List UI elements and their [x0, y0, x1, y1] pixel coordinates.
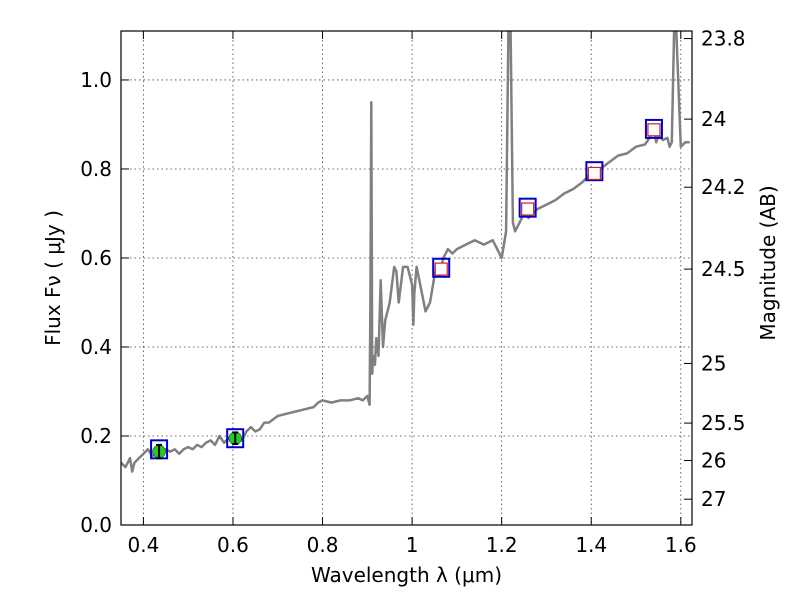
y2-tick-label: 24.2	[701, 175, 746, 199]
y-tick-label: 0.4	[80, 335, 112, 359]
x-tick-label: 1.2	[486, 533, 518, 557]
model-photometry-point	[226, 428, 245, 449]
y2-tick-label: 26	[701, 448, 726, 472]
model-photometry-point	[518, 197, 537, 218]
y-tick-label: 0.6	[80, 246, 112, 270]
y2-tick-label: 27	[701, 487, 726, 511]
y2-axis-title: Magnitude (AB)	[756, 185, 780, 340]
y2-tick-label: 24.5	[701, 257, 746, 281]
spectrum-line	[121, 31, 690, 473]
y-axis-title: Flux Fν ( μJy )	[41, 210, 65, 346]
x-tick-label: 0.8	[307, 533, 339, 557]
y-axis-left: 0.0 0.2 0.4 0.6 0.8 1.0	[80, 68, 129, 537]
grid	[121, 31, 692, 526]
ir-point	[521, 202, 535, 216]
x-tick-label: 1	[406, 533, 419, 557]
ir-point	[434, 262, 448, 276]
x-tick-label: 1.6	[665, 533, 697, 557]
y-tick-label: 0.0	[80, 513, 112, 537]
y2-tick-label: 25	[701, 351, 726, 375]
plot-area	[121, 31, 690, 473]
x-tick-label: 0.4	[127, 533, 159, 557]
y2-tick-label: 24	[701, 107, 726, 131]
model-photometry-point	[644, 118, 663, 139]
ir-point	[647, 123, 661, 137]
x-axis: 0.4 0.6 0.8 1 1.2 1.4 1.6	[127, 31, 697, 557]
y2-tick-label: 25.5	[701, 411, 746, 435]
model-photometry-point	[432, 257, 451, 278]
plot-frame	[120, 30, 693, 526]
y-tick-label: 0.2	[80, 424, 112, 448]
x-axis-title: Wavelength λ (μm)	[311, 563, 502, 587]
y-tick-label: 0.8	[80, 157, 112, 181]
x-tick-label: 1.4	[575, 533, 607, 557]
x-tick-label: 0.6	[217, 533, 249, 557]
model-photometry-point	[585, 161, 604, 182]
ir-point	[587, 166, 601, 181]
y-axis-right: 23.8 24 24.2 24.5 25 25.5 26 27	[684, 27, 746, 511]
y2-tick-label: 23.8	[701, 27, 746, 51]
y-tick-label: 1.0	[80, 68, 112, 92]
